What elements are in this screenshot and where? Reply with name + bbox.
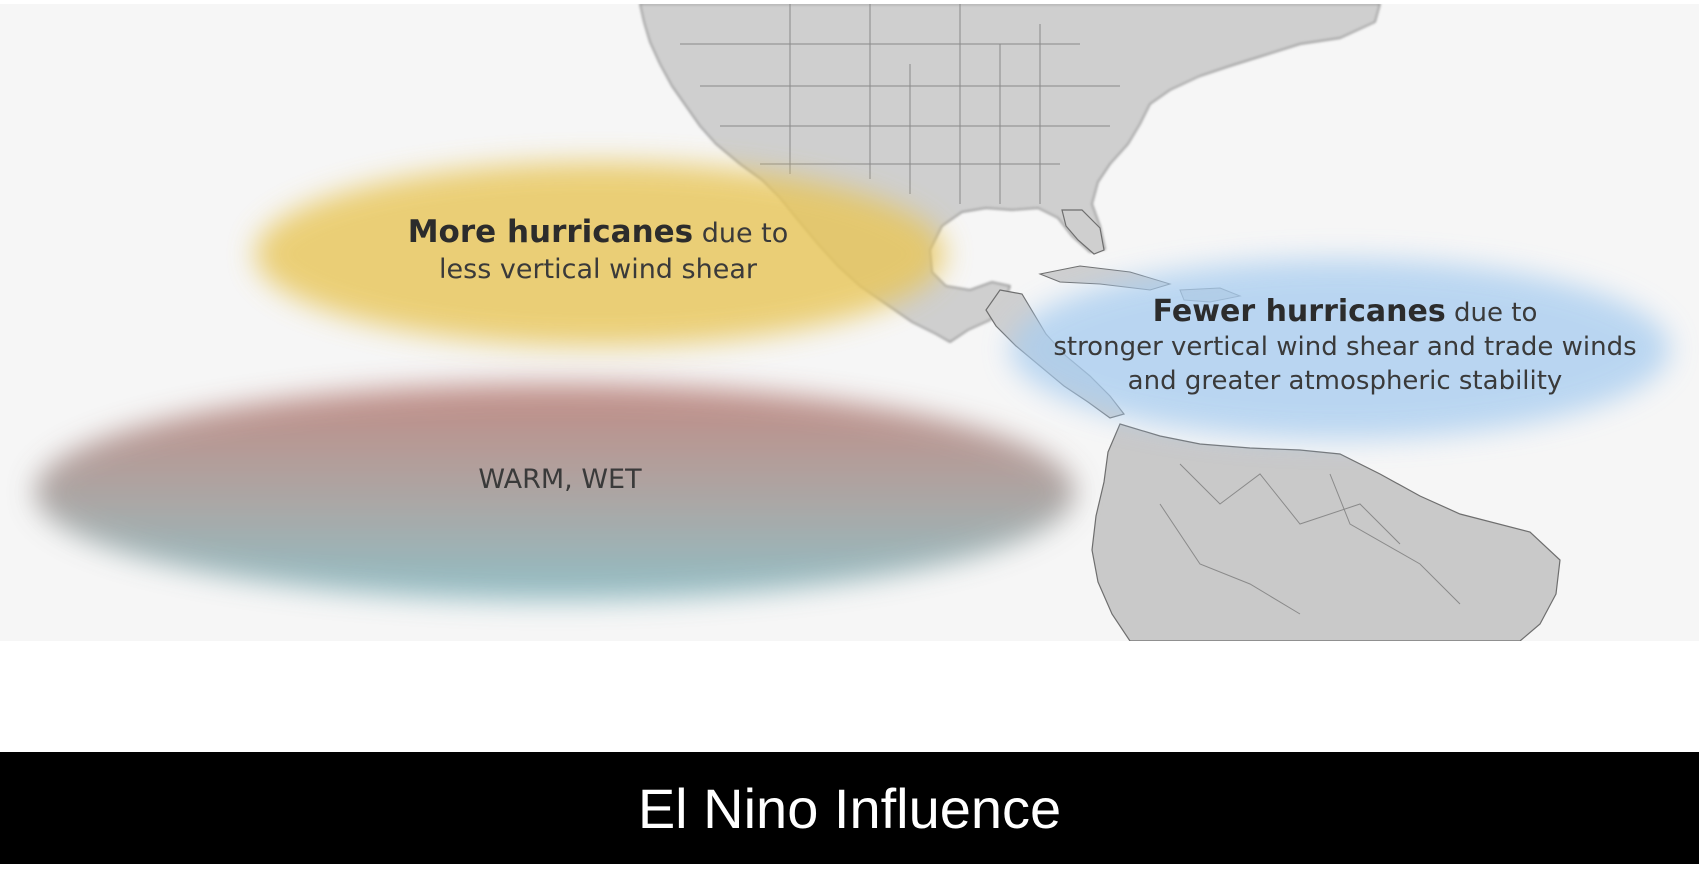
south-america-landmass (1091, 423, 1561, 641)
more-hurricanes-zone (255, 162, 945, 346)
warm-wet-label: WARM, WET (478, 464, 642, 495)
florida-landmass (1061, 209, 1105, 255)
caption-bar: El Nino Influence (0, 752, 1699, 864)
fewer-hurricanes-zone (1010, 259, 1670, 439)
el-nino-map: More hurricanes due to less vertical win… (0, 4, 1699, 641)
map-graphic (35, 4, 1670, 641)
fewer-hurricanes-bold: Fewer hurricanes (1152, 294, 1446, 329)
more-hurricanes-bold: More hurricanes (407, 214, 694, 250)
more-hurricanes-rest: due to (693, 218, 789, 249)
caption-title: El Nino Influence (637, 776, 1062, 840)
more-hurricanes-label: More hurricanes due to less vertical win… (358, 212, 838, 287)
fewer-hurricanes-line2: stronger vertical wind shear and trade w… (1053, 332, 1637, 362)
fewer-hurricanes-line3: and greater atmospheric stability (1127, 365, 1563, 396)
fewer-hurricanes-rest: due to (1445, 298, 1538, 328)
border-lines (680, 4, 1461, 615)
fewer-hurricanes-label: Fewer hurricanes due to stronger vertica… (1005, 292, 1685, 399)
warm-wet-zone (35, 384, 1075, 600)
more-hurricanes-line2: less vertical wind shear (439, 254, 757, 286)
